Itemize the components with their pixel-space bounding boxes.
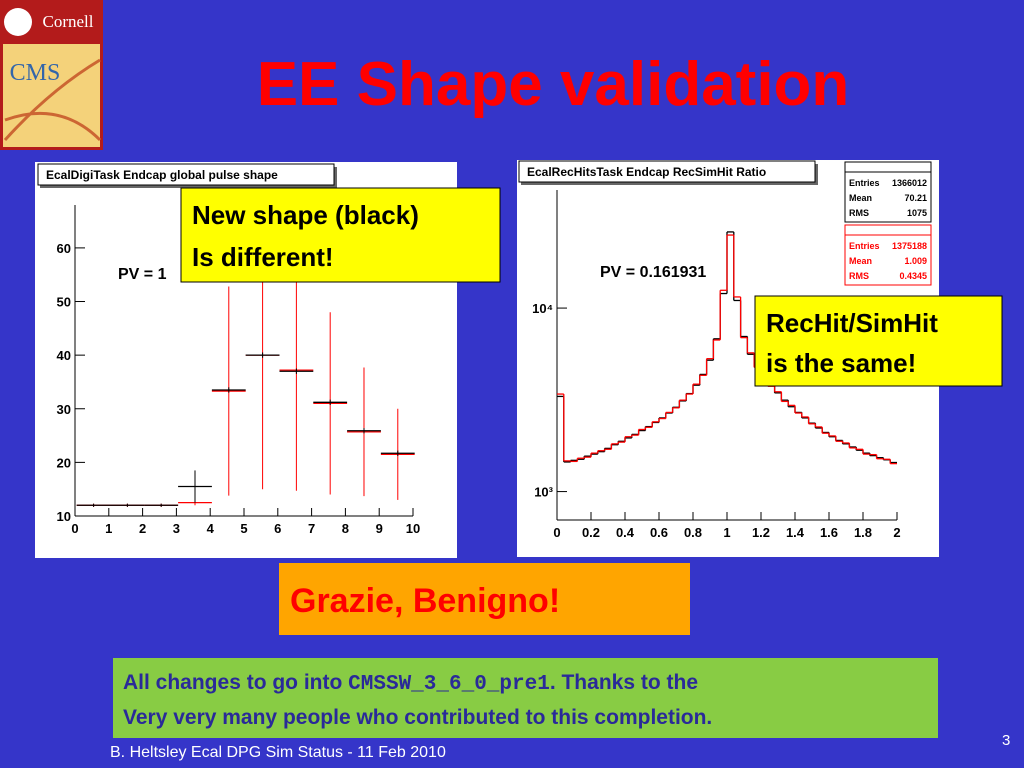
logo-tracks [3, 58, 102, 142]
y-tick-label: 20 [57, 455, 71, 470]
stats-label: Mean [849, 193, 872, 203]
plot-title-box [518, 160, 816, 183]
plot-title: EcalDigiTask Endcap global pulse shape [46, 168, 278, 182]
x-tick-label: 0.4 [616, 525, 635, 540]
logo-text: Cornell [43, 12, 94, 31]
stats-label: RMS [849, 271, 869, 281]
thanks-box [279, 563, 690, 635]
note-text: All changes to go into CMSSW_3_6_0_pre1.… [123, 671, 698, 696]
x-tick-label: 5 [240, 521, 247, 536]
stats-label: RMS [849, 208, 869, 218]
y-tick-label: 10³ [534, 485, 553, 500]
page-number: 3 [1002, 732, 1010, 749]
y-tick-label: 60 [57, 241, 71, 256]
stats-label: Mean [849, 256, 872, 266]
y-tick-label: 50 [57, 295, 71, 310]
callout-box [180, 187, 501, 283]
stats-value: 1375188 [892, 241, 927, 251]
x-tick-label: 2 [893, 525, 900, 540]
stats-value: 0.4345 [899, 271, 927, 281]
x-tick-label: 1.2 [752, 525, 770, 540]
x-tick-label: 9 [376, 521, 383, 536]
x-tick-label: 1 [105, 521, 112, 536]
x-tick-label: 0 [553, 525, 560, 540]
plot-annotation: PV = 1 [118, 266, 167, 283]
stats-value: 1075 [907, 208, 927, 218]
stats-label: Entries [849, 241, 880, 251]
callout-text: Is different! [192, 242, 334, 272]
logo-text: CMS [10, 60, 61, 86]
x-tick-label: 1.6 [820, 525, 838, 540]
x-tick-label: 7 [308, 521, 315, 536]
note-box [113, 658, 938, 738]
y-tick-label: 10 [57, 509, 71, 524]
stats-value: 1.009 [904, 256, 927, 266]
callout-text: New shape (black) [192, 200, 419, 230]
x-tick-label: 1.8 [854, 525, 872, 540]
x-tick-label: 3 [173, 521, 180, 536]
stats-value: 1366012 [892, 178, 927, 188]
x-tick-label: 6 [274, 521, 281, 536]
x-tick-label: 1 [723, 525, 730, 540]
plot-title-box [37, 163, 335, 186]
stats-label: Entries [849, 178, 880, 188]
footer: B. Heltsley Ecal DPG Sim Status - 11 Feb… [110, 744, 446, 761]
callout-box [754, 295, 1003, 387]
note-text: Very very many people who contributed to… [123, 706, 712, 729]
note-part: . Thanks to the [550, 671, 698, 694]
x-tick-label: 0.8 [684, 525, 702, 540]
plots: 0 1 2 3 4 5 6 7 8 9 10 10 20 30 40 50 60 0 0.2 0.4 0.6 0.8 1 1.… [57, 161, 932, 540]
x-tick-label: 0.6 [650, 525, 668, 540]
slide-title: EE Shape validation [257, 50, 850, 119]
x-tick-label: 0 [71, 521, 78, 536]
callout-text: RecHit/SimHit [766, 308, 938, 338]
y-tick-label: 30 [57, 402, 71, 417]
x-tick-label: 4 [207, 521, 215, 536]
x-tick-label: 1.4 [786, 525, 805, 540]
note-code: CMSSW_3_6_0_pre1 [348, 673, 550, 696]
x-tick-label: 8 [342, 521, 349, 536]
plot-annotation: PV = 0.161931 [600, 264, 706, 281]
thanks-text: Grazie, Benigno! [290, 582, 560, 620]
x-tick-label: 2 [139, 521, 146, 536]
x-tick-label: 0.2 [582, 525, 600, 540]
y-tick-label: 40 [57, 348, 71, 363]
y-tick-label: 10⁴ [532, 301, 553, 316]
note-part: All changes to go into [123, 671, 348, 694]
logo-seal [4, 8, 32, 36]
x-tick-label: 10 [406, 521, 420, 536]
callout-text: is the same! [766, 348, 916, 378]
plot-title: EcalRecHitsTask Endcap RecSimHit Ratio [527, 165, 766, 179]
stats-value: 70.21 [904, 193, 927, 203]
